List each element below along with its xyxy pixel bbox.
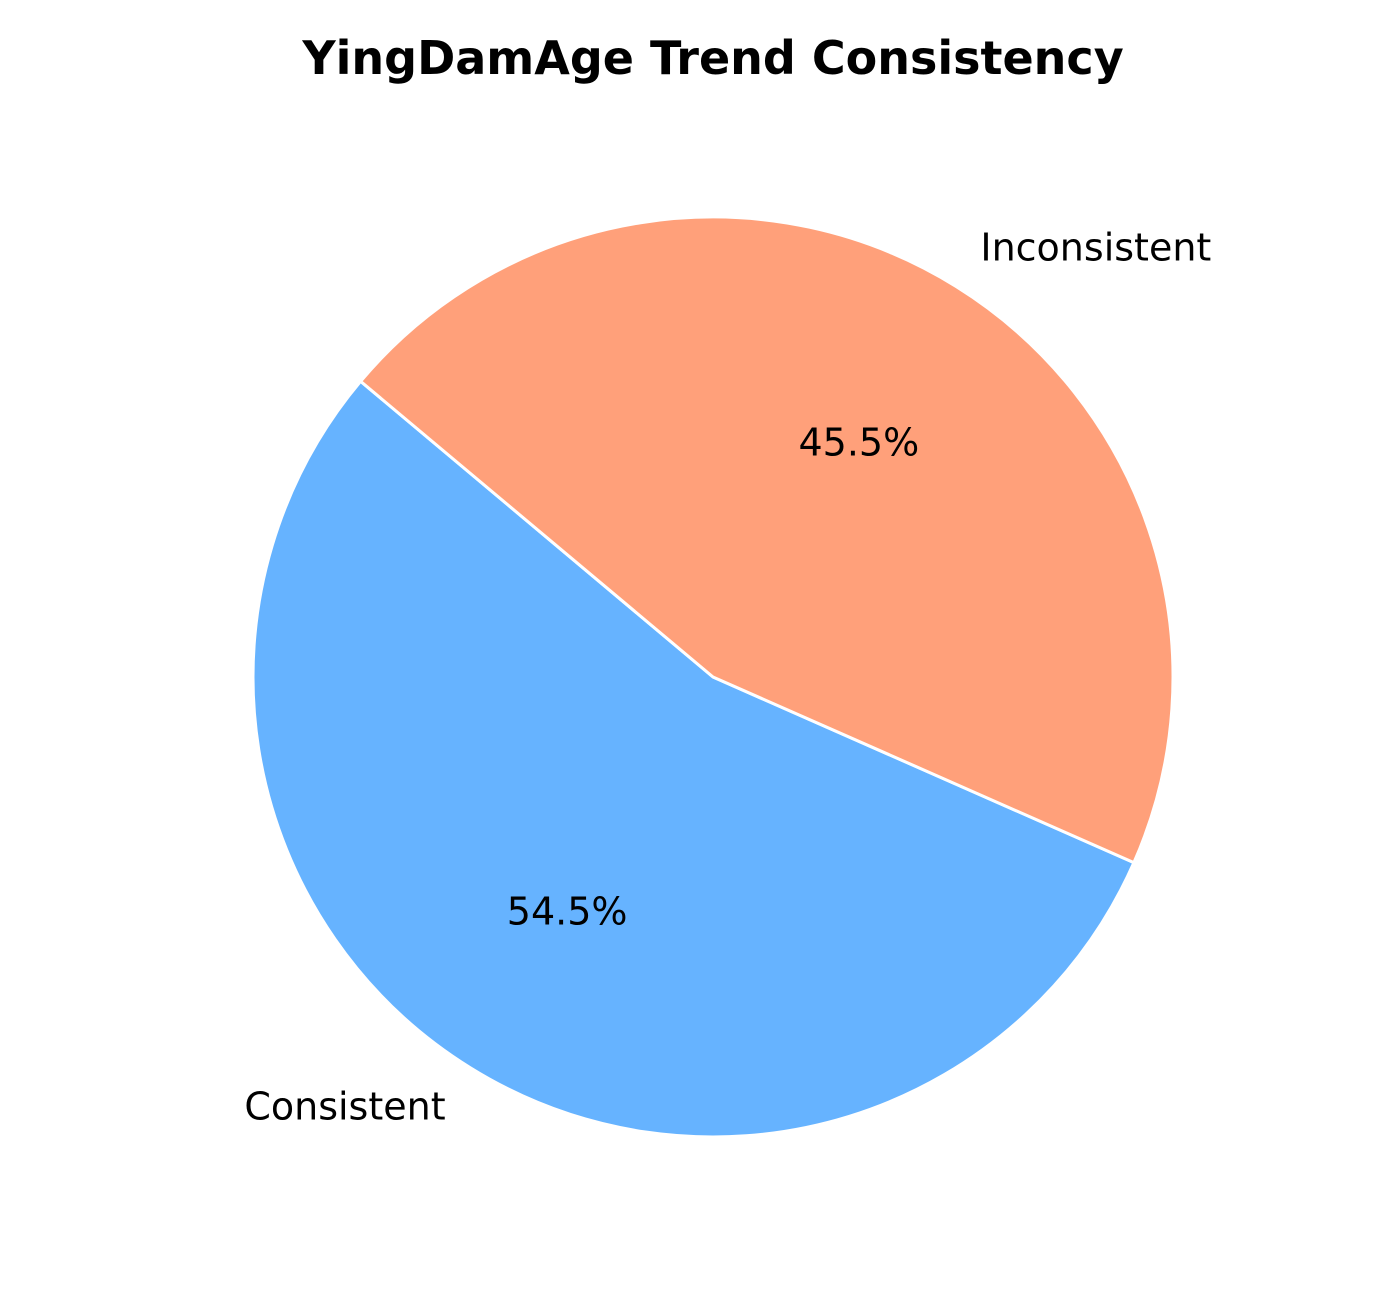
chart-title: YingDamAge Trend Consistency <box>301 31 1123 85</box>
value-label-consistent: 54.5% <box>507 889 628 933</box>
pie-slices <box>251 215 1175 1139</box>
category-label-consistent: Consistent <box>244 1085 445 1129</box>
pie-labels: 54.5% Consistent 45.5% Inconsistent <box>244 225 1211 1128</box>
pie-slice-inconsistent <box>359 215 1175 865</box>
value-label-inconsistent: 45.5% <box>798 421 919 465</box>
pie-slice-consistent <box>251 379 1136 1139</box>
category-label-inconsistent: Inconsistent <box>980 225 1211 269</box>
